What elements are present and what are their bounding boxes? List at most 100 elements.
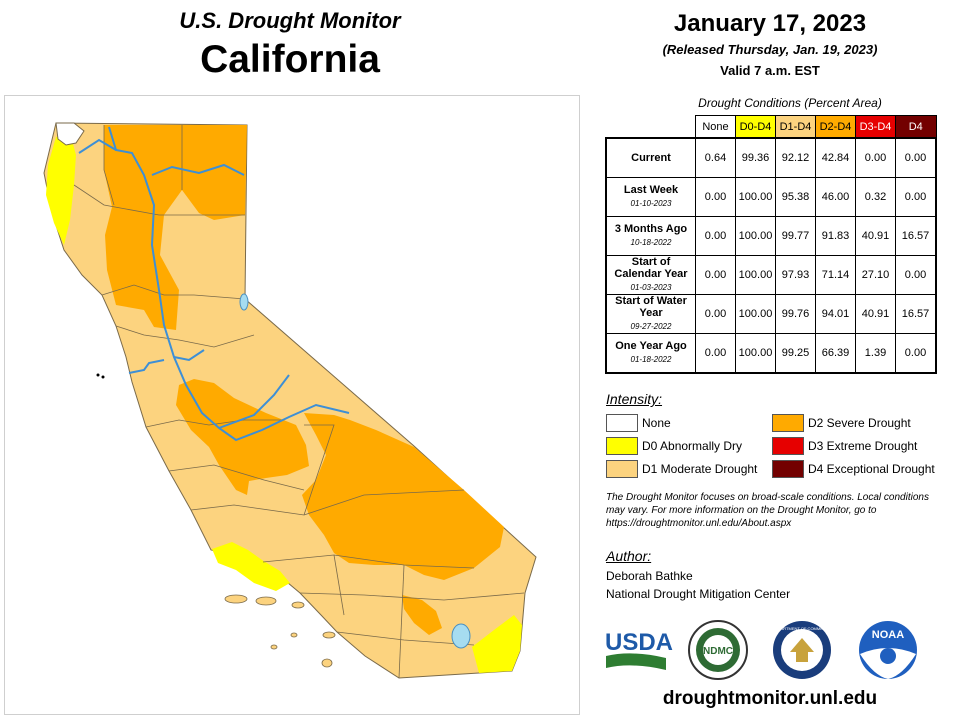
table-cell: 0.00: [695, 177, 736, 217]
table-cell: 0.00: [695, 294, 736, 334]
legend-swatch: [772, 414, 804, 432]
row-label: 3 Months Ago 10-18-2022: [605, 216, 696, 256]
row-label-text: 3 Months Ago: [614, 223, 688, 235]
col-header-d3-d4: D3-D4: [855, 115, 896, 139]
table-cell: 0.00: [895, 255, 937, 295]
row-date: 09-27-2022: [630, 322, 672, 331]
table-cell: 94.01: [815, 294, 856, 334]
col-header-d4: D4: [895, 115, 937, 139]
d2-inland-south: [402, 595, 442, 635]
row-date: 01-10-2023: [630, 199, 672, 208]
legend-swatch: [606, 460, 638, 478]
commerce-seal-text: DEPARTMENT OF COMMERCE: [773, 626, 832, 631]
table-cell: 16.57: [895, 294, 937, 334]
table-cell: 100.00: [735, 255, 776, 295]
col-header-d2-d4: D2-D4: [815, 115, 856, 139]
report-date: January 17, 2023: [673, 10, 867, 37]
table-cell: 95.38: [775, 177, 816, 217]
table-cell: 71.14: [815, 255, 856, 295]
map-source-title: U.S. Drought Monitor: [179, 8, 401, 33]
none-northwest: [55, 122, 85, 146]
table-cell: 0.64: [695, 137, 736, 178]
ndmc-logo-text: NDMC: [703, 646, 733, 657]
commerce-seal: DEPARTMENT OF COMMERCE: [773, 621, 832, 679]
map-region-title: California: [200, 38, 380, 81]
table-cell: 0.00: [695, 216, 736, 256]
legend-swatch: [772, 460, 804, 478]
noaa-logo: NOAA: [859, 621, 917, 679]
legend-label: D4 Exceptional Drought: [808, 462, 935, 476]
website-link[interactable]: droughtmonitor.unl.edu: [662, 688, 878, 709]
col-header-d1-d4: D1-D4: [775, 115, 816, 139]
legend-label: None: [642, 416, 671, 430]
d2-southeast-desert: [302, 413, 504, 580]
usda-logo-text: USDA: [605, 629, 673, 656]
table-cell: 16.57: [895, 216, 937, 256]
row-label-text: Start of Water Year: [615, 295, 687, 319]
table-cell: 91.83: [815, 216, 856, 256]
table-cell: 99.25: [775, 333, 816, 374]
table-cell: 40.91: [855, 216, 896, 256]
table-cell: 0.00: [695, 333, 736, 374]
row-label: Start of Calendar Year 01-03-2023: [605, 255, 696, 295]
table-caption: Drought Conditions (Percent Area): [698, 96, 882, 110]
table-cell: 0.00: [895, 177, 937, 217]
row-label-text: Current: [631, 152, 671, 164]
table-row: One Year Ago 01-18-2022 0.00 100.00 99.25…: [605, 333, 937, 374]
legend-label: D2 Severe Drought: [808, 416, 911, 430]
table-cell: 100.00: [735, 294, 776, 334]
table-row: 3 Months Ago 10-18-2022 0.00 100.00 99.77…: [605, 216, 937, 256]
table-cell: 1.39: [855, 333, 896, 374]
rivers: [78, 126, 350, 442]
table-cell: 92.12: [775, 137, 816, 178]
legend-title: Intensity:: [606, 391, 663, 407]
row-date: 01-03-2023: [630, 283, 672, 292]
table-cell: 99.36: [735, 137, 776, 178]
legend-swatch: [772, 437, 804, 455]
table-cell: 27.10: [855, 255, 896, 295]
table-cell: 100.00: [735, 177, 776, 217]
table-cell: 100.00: [735, 216, 776, 256]
table-row: Start of Water Year 09-27-2022 0.00 100.0…: [605, 294, 937, 334]
row-date: 01-18-2022: [630, 355, 672, 364]
row-label: Current: [605, 137, 696, 178]
legend-label: D0 Abnormally Dry: [642, 439, 743, 453]
farallon-islands: [96, 373, 105, 379]
ndmc-logo: NDMC: [688, 620, 748, 680]
table-cell: 0.32: [855, 177, 896, 217]
california-drought-map: [43, 122, 537, 679]
row-label-text: Last Week: [623, 184, 679, 196]
col-header-none: None: [695, 115, 736, 139]
d0-south-coast: [212, 542, 290, 591]
drought-conditions-table: None D0-D4 D1-D4 D2-D4 D3-D4 D4 Current …: [605, 115, 937, 374]
row-label-text: One Year Ago: [615, 340, 687, 352]
row-label-text: Start of Calendar Year: [614, 256, 688, 280]
table-row: Start of Calendar Year 01-03-2023 0.00 10…: [605, 255, 937, 295]
d2-north-region: [104, 125, 247, 330]
table-row: Current 0.64 99.36 92.12 42.84 0.00 0.00: [605, 137, 937, 178]
table-cell: 0.00: [895, 137, 937, 178]
row-label: Last Week 01-10-2023: [605, 177, 696, 217]
table-cell: 0.00: [855, 137, 896, 178]
table-corner: [606, 116, 696, 139]
row-date: 10-18-2022: [630, 238, 672, 247]
table-cell: 97.93: [775, 255, 816, 295]
author-title: Author:: [606, 548, 652, 564]
release-date: (Released Thursday, Jan. 19, 2023): [662, 42, 878, 57]
noaa-logo-text: NOAA: [872, 629, 904, 641]
table-cell: 42.84: [815, 137, 856, 178]
author-organization: National Drought Mitigation Center: [606, 587, 791, 601]
table-cell: 99.77: [775, 216, 816, 256]
channel-islands: [224, 594, 336, 668]
table-cell: 40.91: [855, 294, 896, 334]
table-header-row: None D0-D4 D1-D4 D2-D4 D3-D4 D4: [606, 115, 937, 139]
disclaimer-note: The Drought Monitor focuses on broad-sca…: [606, 492, 929, 529]
usda-logo: USDA: [605, 629, 673, 670]
county-lines: [73, 125, 525, 679]
legend-swatch: [606, 414, 638, 432]
table-cell: 99.76: [775, 294, 816, 334]
agency-logos: USDA NDMC DEPARTMENT OF COMMERCE NOAA: [605, 620, 917, 680]
author-name: Deborah Bathke: [606, 569, 693, 583]
col-header-d0-d4: D0-D4: [735, 115, 776, 139]
lake-tahoe: [239, 293, 249, 311]
